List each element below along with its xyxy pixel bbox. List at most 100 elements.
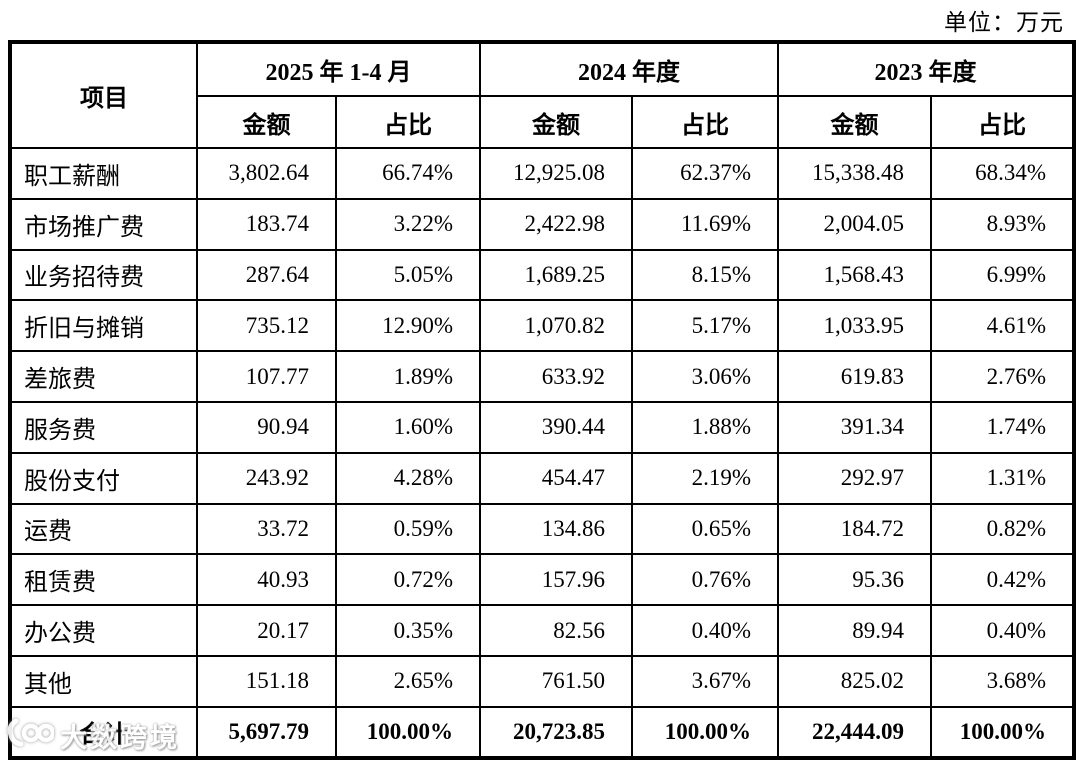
amount-cell: 15,338.48 (777, 147, 932, 200)
amount-cell: 1,568.43 (777, 248, 932, 302)
amount-cell: 3,802.64 (196, 147, 337, 200)
table-row: 服务费 90.94 1.60% 390.44 1.88% 391.34 1.74% (9, 400, 1075, 454)
amount-cell: 1,689.25 (479, 248, 633, 302)
amount-cell: 287.64 (196, 248, 337, 302)
ratio-cell: 100.00% (930, 705, 1075, 759)
amount-cell: 292.97 (777, 451, 932, 505)
ratio-cell: 1.88% (631, 400, 779, 454)
item-cell: 股份支付 (9, 451, 198, 505)
total-label-cell: 合计 (9, 705, 198, 759)
item-cell: 折旧与摊销 (9, 299, 198, 353)
table-row: 职工薪酬 3,802.64 66.74% 12,925.08 62.37% 15,338.… (9, 147, 1075, 200)
table-body: 职工薪酬 3,802.64 66.74% 12,925.08 62.37% 15,338.… (9, 147, 1075, 759)
amount-cell: 90.94 (196, 400, 337, 454)
ratio-cell: 5.17% (631, 299, 779, 353)
ratio-cell: 2.76% (930, 350, 1075, 403)
amount-cell: 5,697.79 (196, 705, 337, 759)
ratio-cell: 0.76% (631, 553, 779, 607)
amount-cell: 391.34 (777, 400, 932, 454)
amount-cell: 134.86 (479, 502, 633, 556)
amount-cell: 619.83 (777, 350, 932, 403)
amount-header-2024: 金额 (479, 95, 633, 149)
ratio-cell: 0.72% (335, 553, 481, 607)
table-row: 差旅费 107.77 1.89% 633.92 3.06% 619.83 2.76% (9, 350, 1075, 403)
ratio-cell: 62.37% (631, 147, 779, 200)
amount-cell: 20.17 (196, 604, 337, 657)
item-cell: 服务费 (9, 400, 198, 454)
ratio-cell: 8.93% (930, 197, 1075, 251)
amount-cell: 22,444.09 (777, 705, 932, 759)
ratio-cell: 2.65% (335, 654, 481, 708)
table-row: 其他 151.18 2.65% 761.50 3.67% 825.02 3.68% (9, 654, 1075, 708)
ratio-cell: 5.05% (335, 248, 481, 302)
period-header-row: 项目 2025 年 1-4 月 2024 年度 2023 年度 (9, 41, 1075, 149)
amount-cell: 2,004.05 (777, 197, 932, 251)
table-row: 股份支付 243.92 4.28% 454.47 2.19% 292.97 1.31% (9, 451, 1075, 505)
amount-cell: 33.72 (196, 502, 337, 556)
item-cell: 市场推广费 (9, 197, 198, 251)
amount-cell: 95.36 (777, 553, 932, 607)
ratio-cell: 3.06% (631, 350, 779, 403)
item-cell: 运费 (9, 502, 198, 556)
table-row: 折旧与摊销 735.12 12.90% 1,070.82 5.17% 1,033.95 4.… (9, 299, 1075, 353)
ratio-cell: 4.28% (335, 451, 481, 505)
ratio-cell: 0.42% (930, 553, 1075, 607)
amount-cell: 2,422.98 (479, 197, 633, 251)
period-header-2024: 2024 年度 (479, 41, 779, 97)
ratio-header-2023: 占比 (930, 95, 1075, 149)
unit-label: 单位：万元 (944, 10, 1064, 35)
ratio-cell: 2.19% (631, 451, 779, 505)
amount-cell: 151.18 (196, 654, 337, 708)
amount-cell: 1,033.95 (777, 299, 932, 353)
ratio-cell: 11.69% (631, 197, 779, 251)
ratio-cell: 1.74% (930, 400, 1075, 454)
ratio-cell: 68.34% (930, 147, 1075, 200)
ratio-cell: 3.67% (631, 654, 779, 708)
expense-table: 项目 2025 年 1-4 月 2024 年度 2023 年度 金额 占比 金额… (8, 40, 1076, 760)
amount-cell: 735.12 (196, 299, 337, 353)
amount-cell: 89.94 (777, 604, 932, 657)
amount-cell: 107.77 (196, 350, 337, 403)
item-column-header: 项目 (9, 41, 198, 149)
ratio-cell: 8.15% (631, 248, 779, 302)
table-row: 市场推广费 183.74 3.22% 2,422.98 11.69% 2,004.05 8.… (9, 197, 1075, 251)
ratio-cell: 0.40% (930, 604, 1075, 657)
total-row: 合计 5,697.79 100.00% 20,723.85 100.00% 22,444.… (9, 705, 1075, 759)
period-header-2023: 2023 年度 (777, 41, 1075, 97)
period-header-2025: 2025 年 1-4 月 (196, 41, 481, 97)
ratio-header-2024: 占比 (631, 95, 779, 149)
table-row: 业务招待费 287.64 5.05% 1,689.25 8.15% 1,568.43 6.9… (9, 248, 1075, 302)
ratio-cell: 0.65% (631, 502, 779, 556)
amount-cell: 243.92 (196, 451, 337, 505)
ratio-cell: 100.00% (631, 705, 779, 759)
amount-cell: 183.74 (196, 197, 337, 251)
ratio-cell: 1.89% (335, 350, 481, 403)
amount-cell: 184.72 (777, 502, 932, 556)
amount-cell: 825.02 (777, 654, 932, 708)
amount-cell: 633.92 (479, 350, 633, 403)
item-cell: 业务招待费 (9, 248, 198, 302)
amount-cell: 40.93 (196, 553, 337, 607)
item-cell: 差旅费 (9, 350, 198, 403)
ratio-cell: 4.61% (930, 299, 1075, 353)
ratio-cell: 3.68% (930, 654, 1075, 708)
item-cell: 办公费 (9, 604, 198, 657)
table-row: 办公费 20.17 0.35% 82.56 0.40% 89.94 0.40% (9, 604, 1075, 657)
ratio-cell: 100.00% (335, 705, 481, 759)
amount-cell: 761.50 (479, 654, 633, 708)
item-cell: 职工薪酬 (9, 147, 198, 200)
ratio-cell: 0.59% (335, 502, 481, 556)
amount-cell: 1,070.82 (479, 299, 633, 353)
amount-cell: 390.44 (479, 400, 633, 454)
ratio-cell: 66.74% (335, 147, 481, 200)
table-header: 项目 2025 年 1-4 月 2024 年度 2023 年度 金额 占比 金额… (9, 41, 1075, 149)
ratio-cell: 0.82% (930, 502, 1075, 556)
amount-cell: 20,723.85 (479, 705, 633, 759)
ratio-cell: 1.31% (930, 451, 1075, 505)
ratio-cell: 3.22% (335, 197, 481, 251)
ratio-cell: 0.40% (631, 604, 779, 657)
ratio-cell: 12.90% (335, 299, 481, 353)
ratio-cell: 0.35% (335, 604, 481, 657)
table-row: 租赁费 40.93 0.72% 157.96 0.76% 95.36 0.42% (9, 553, 1075, 607)
